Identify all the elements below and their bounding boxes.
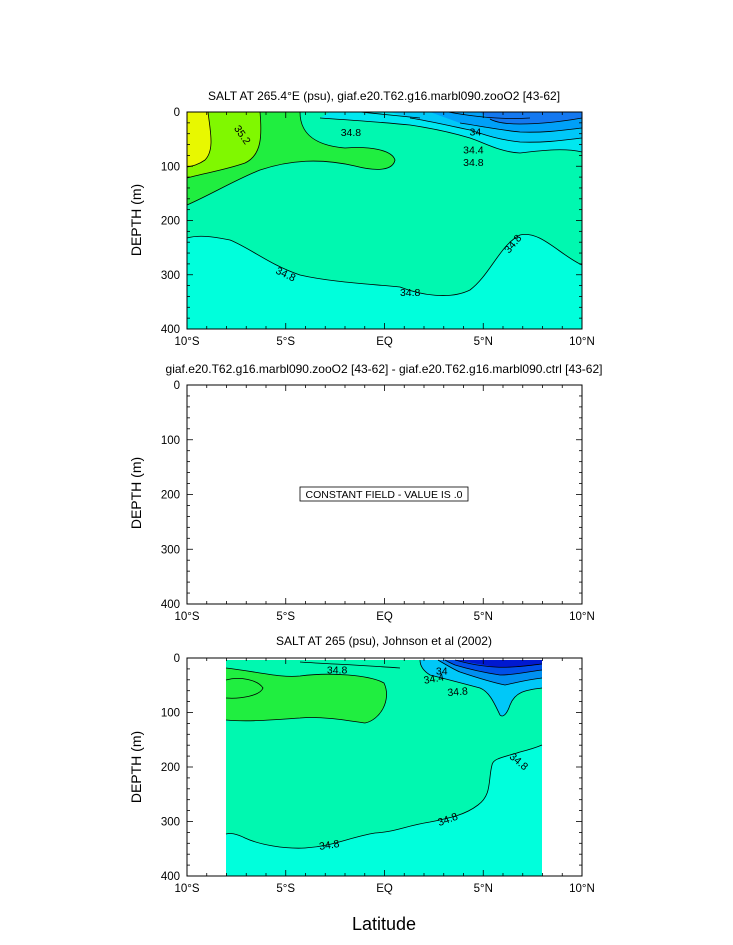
x-tick-label: 5°N xyxy=(474,883,493,895)
x-tick-label: 10°N xyxy=(569,336,595,348)
panel-difference: giaf.e20.T62.g16.marbl090.zooO2 [43-62] … xyxy=(128,362,602,623)
y-tick-label: 0 xyxy=(174,380,180,392)
svg-text:34.8: 34.8 xyxy=(463,157,484,169)
panel-3-contours xyxy=(225,659,543,849)
y-tick-label: 100 xyxy=(161,435,180,447)
contour-label: 34.4 xyxy=(463,144,484,156)
y-tick-label: 100 xyxy=(161,708,180,720)
x-tick-label: 5°N xyxy=(474,611,493,623)
svg-text:34.8: 34.8 xyxy=(400,287,421,299)
y-tick-label: 300 xyxy=(161,270,180,282)
x-tick-label: 5°N xyxy=(474,336,493,348)
svg-text:34.4: 34.4 xyxy=(463,144,484,156)
contour-label: 34.8 xyxy=(327,664,348,676)
panel-2-ylabel: DEPTH (m) xyxy=(128,457,144,529)
panel-3-title: SALT AT 265 (psu), Johnson et al (2002) xyxy=(276,634,492,648)
contour-label: 34 xyxy=(436,666,448,678)
panel-1-fill-salty3 xyxy=(187,112,212,167)
x-tick-label: 10°N xyxy=(569,883,595,895)
x-tick-label: 10°S xyxy=(174,611,199,623)
panel-3-fill-salty1 xyxy=(226,668,387,723)
svg-text:34: 34 xyxy=(470,127,482,139)
svg-text:34: 34 xyxy=(436,666,448,678)
x-tick-label: EQ xyxy=(376,336,393,348)
panel-model-salinity: SALT AT 265.4°E (psu), giaf.e20.T62.g16.… xyxy=(128,89,595,348)
y-tick-label: 300 xyxy=(161,544,180,556)
panel-3-fill-fresh4 xyxy=(455,660,542,668)
panel-2-annotation: CONSTANT FIELD - VALUE IS .0 xyxy=(306,489,463,501)
panel-1-fill-fresh4 xyxy=(480,112,582,124)
panel-3-fill-salty1b xyxy=(226,678,263,699)
panel-2-title: giaf.e20.T62.g16.marbl090.zooO2 [43-62] … xyxy=(166,362,603,376)
panel-1-fill xyxy=(187,112,582,329)
y-tick-label: 400 xyxy=(161,871,180,883)
contour-label: 34.8 xyxy=(447,685,469,699)
x-tick-label: 5°S xyxy=(276,611,295,623)
contour-label: 34.8 xyxy=(318,838,340,853)
contour-label: 34 xyxy=(470,127,482,139)
panel-3-fill xyxy=(226,660,542,876)
x-tick-label: 10°S xyxy=(174,883,199,895)
x-tick-label: 10°S xyxy=(174,336,199,348)
panel-2-annotation-box xyxy=(299,486,469,502)
y-tick-label: 400 xyxy=(161,324,180,336)
panel-1-axes: 10°S 5°S EQ 5°N 10°N 0 100 200 300 400 xyxy=(161,107,595,348)
y-tick-label: 200 xyxy=(161,216,180,228)
x-tick-label: 10°N xyxy=(569,611,595,623)
y-tick-label: 300 xyxy=(161,817,180,829)
svg-text:34.8: 34.8 xyxy=(341,127,362,139)
svg-text:34.8: 34.8 xyxy=(447,685,469,699)
y-tick-label: 100 xyxy=(161,161,180,173)
y-tick-label: 0 xyxy=(174,653,180,665)
y-tick-label: 200 xyxy=(161,490,180,502)
y-tick-label: 400 xyxy=(161,599,180,611)
svg-text:34.8: 34.8 xyxy=(318,838,340,853)
panel-observed-salinity: SALT AT 265 (psu), Johnson et al (2002) … xyxy=(128,634,595,895)
contour-label: 34.8 xyxy=(400,287,421,299)
x-tick-label: 5°S xyxy=(276,883,295,895)
svg-text:34.4: 34.4 xyxy=(423,671,445,686)
x-axis-label: Latitude xyxy=(352,914,416,934)
y-tick-label: 0 xyxy=(174,107,180,119)
panel-3-ylabel: DEPTH (m) xyxy=(128,731,144,803)
panel-2-axes: 10°S 5°S EQ 5°N 10°N 0 100 200 300 400 xyxy=(161,380,595,623)
contour-label: 34.8 xyxy=(463,157,484,169)
contour-label: 34.4 xyxy=(423,671,445,686)
panel-1-ylabel: DEPTH (m) xyxy=(128,184,144,256)
x-tick-label: EQ xyxy=(376,883,393,895)
panel-3-axes: 10°S 5°S EQ 5°N 10°N 0 100 200 300 400 xyxy=(161,653,595,895)
svg-text:34.8: 34.8 xyxy=(327,664,348,676)
x-tick-label: EQ xyxy=(376,611,393,623)
panel-1-title: SALT AT 265.4°E (psu), giaf.e20.T62.g16.… xyxy=(208,89,560,103)
contour-label: 34.8 xyxy=(341,127,362,139)
x-tick-label: 5°S xyxy=(276,336,295,348)
y-tick-label: 200 xyxy=(161,762,180,774)
